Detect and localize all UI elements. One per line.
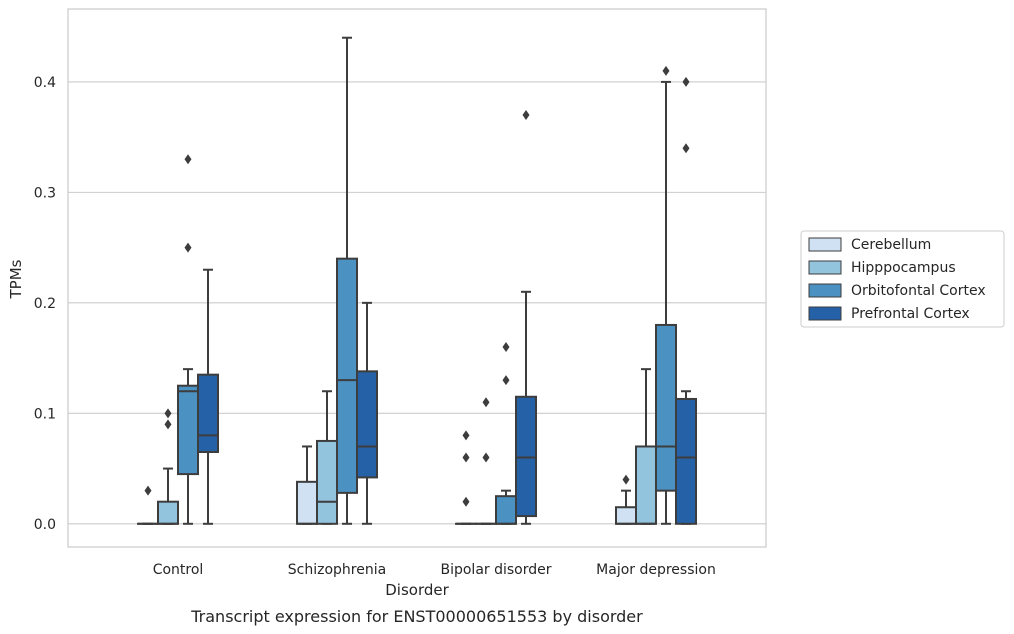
box	[515, 110, 537, 525]
x-tick-label: Control	[153, 562, 204, 578]
iqr-box	[635, 445, 657, 525]
box	[177, 154, 199, 525]
outlier-point	[482, 452, 490, 463]
box	[455, 430, 477, 525]
y-tick-label: 0.1	[34, 406, 56, 422]
outlier-point	[462, 496, 470, 507]
iqr-box	[316, 439, 338, 525]
box	[336, 36, 358, 525]
legend-label: Cerebellum	[851, 237, 931, 253]
box	[615, 474, 637, 525]
series-prefrontal-cortex	[197, 76, 697, 525]
legend-label: Orbitofontal Cortex	[851, 283, 986, 299]
iqr-box	[675, 397, 697, 525]
y-axis-label: TPMs	[7, 259, 25, 299]
box	[137, 485, 159, 525]
iqr-box	[336, 257, 358, 494]
y-tick-label: 0.4	[34, 75, 56, 91]
series-orbitofontal-cortex	[177, 36, 677, 525]
box	[296, 445, 318, 525]
box	[675, 76, 697, 525]
iqr-box	[655, 323, 677, 492]
legend-swatch	[808, 237, 842, 252]
box	[475, 397, 497, 525]
outlier-point	[144, 485, 152, 496]
legend-label: Prefrontal Cortex	[851, 306, 970, 322]
box	[157, 408, 179, 525]
outlier-point	[502, 375, 510, 386]
x-tick-label: Major depression	[596, 562, 716, 578]
outlier-point	[164, 419, 172, 430]
legend-swatch	[808, 283, 842, 298]
legend-label: Hipppocampus	[851, 260, 956, 276]
box	[197, 268, 219, 525]
legend: Cerebellum Hipppocampus Orbitofontal Corte…	[800, 230, 1005, 328]
outlier-point	[682, 143, 690, 154]
iqr-box	[177, 384, 199, 476]
outlier-point	[184, 242, 192, 253]
legend-swatch	[808, 260, 842, 275]
outlier-point	[502, 342, 510, 353]
box	[495, 342, 517, 525]
legend-item: Hipppocampus	[808, 260, 956, 276]
legend-item: Prefrontal Cortex	[808, 306, 970, 322]
box	[655, 65, 677, 525]
y-axis-ticks: 0.0 0.1 0.2 0.3 0.4	[34, 75, 56, 533]
x-tick-label: Schizophrenia	[288, 562, 386, 578]
legend-item: Orbitofontal Cortex	[808, 283, 986, 299]
iqr-box	[615, 506, 637, 525]
iqr-box	[157, 500, 179, 525]
box	[356, 301, 378, 525]
y-tick-label: 0.2	[34, 296, 56, 312]
outlier-point	[622, 474, 630, 485]
outlier-point	[164, 408, 172, 419]
iqr-box	[197, 373, 219, 453]
x-axis-ticks: Control Schizophrenia Bipolar disorder Majo…	[153, 562, 716, 578]
outlier-point	[682, 76, 690, 87]
outlier-point	[184, 154, 192, 165]
box	[316, 390, 338, 525]
box	[635, 368, 657, 525]
y-tick-label: 0.0	[34, 517, 56, 533]
outlier-point	[522, 110, 530, 121]
outlier-point	[662, 65, 670, 76]
legend-item: Cerebellum	[808, 237, 931, 253]
iqr-box	[296, 480, 318, 525]
outlier-point	[482, 397, 490, 408]
legend-frame	[800, 230, 1005, 328]
x-axis-label: Disorder	[385, 581, 449, 599]
series-hipppocampus	[157, 368, 657, 525]
y-tick-label: 0.3	[34, 185, 56, 201]
iqr-box	[495, 495, 517, 525]
x-tick-label: Bipolar disorder	[440, 562, 551, 578]
chart-caption: Transcript expression for ENST0000065155…	[190, 607, 643, 626]
iqr-box	[515, 395, 537, 518]
box-plot-series	[137, 36, 697, 525]
outlier-point	[462, 430, 470, 441]
legend-swatch	[808, 306, 842, 321]
outlier-point	[462, 452, 470, 463]
plot-frame	[67, 8, 767, 548]
iqr-box	[356, 370, 378, 479]
